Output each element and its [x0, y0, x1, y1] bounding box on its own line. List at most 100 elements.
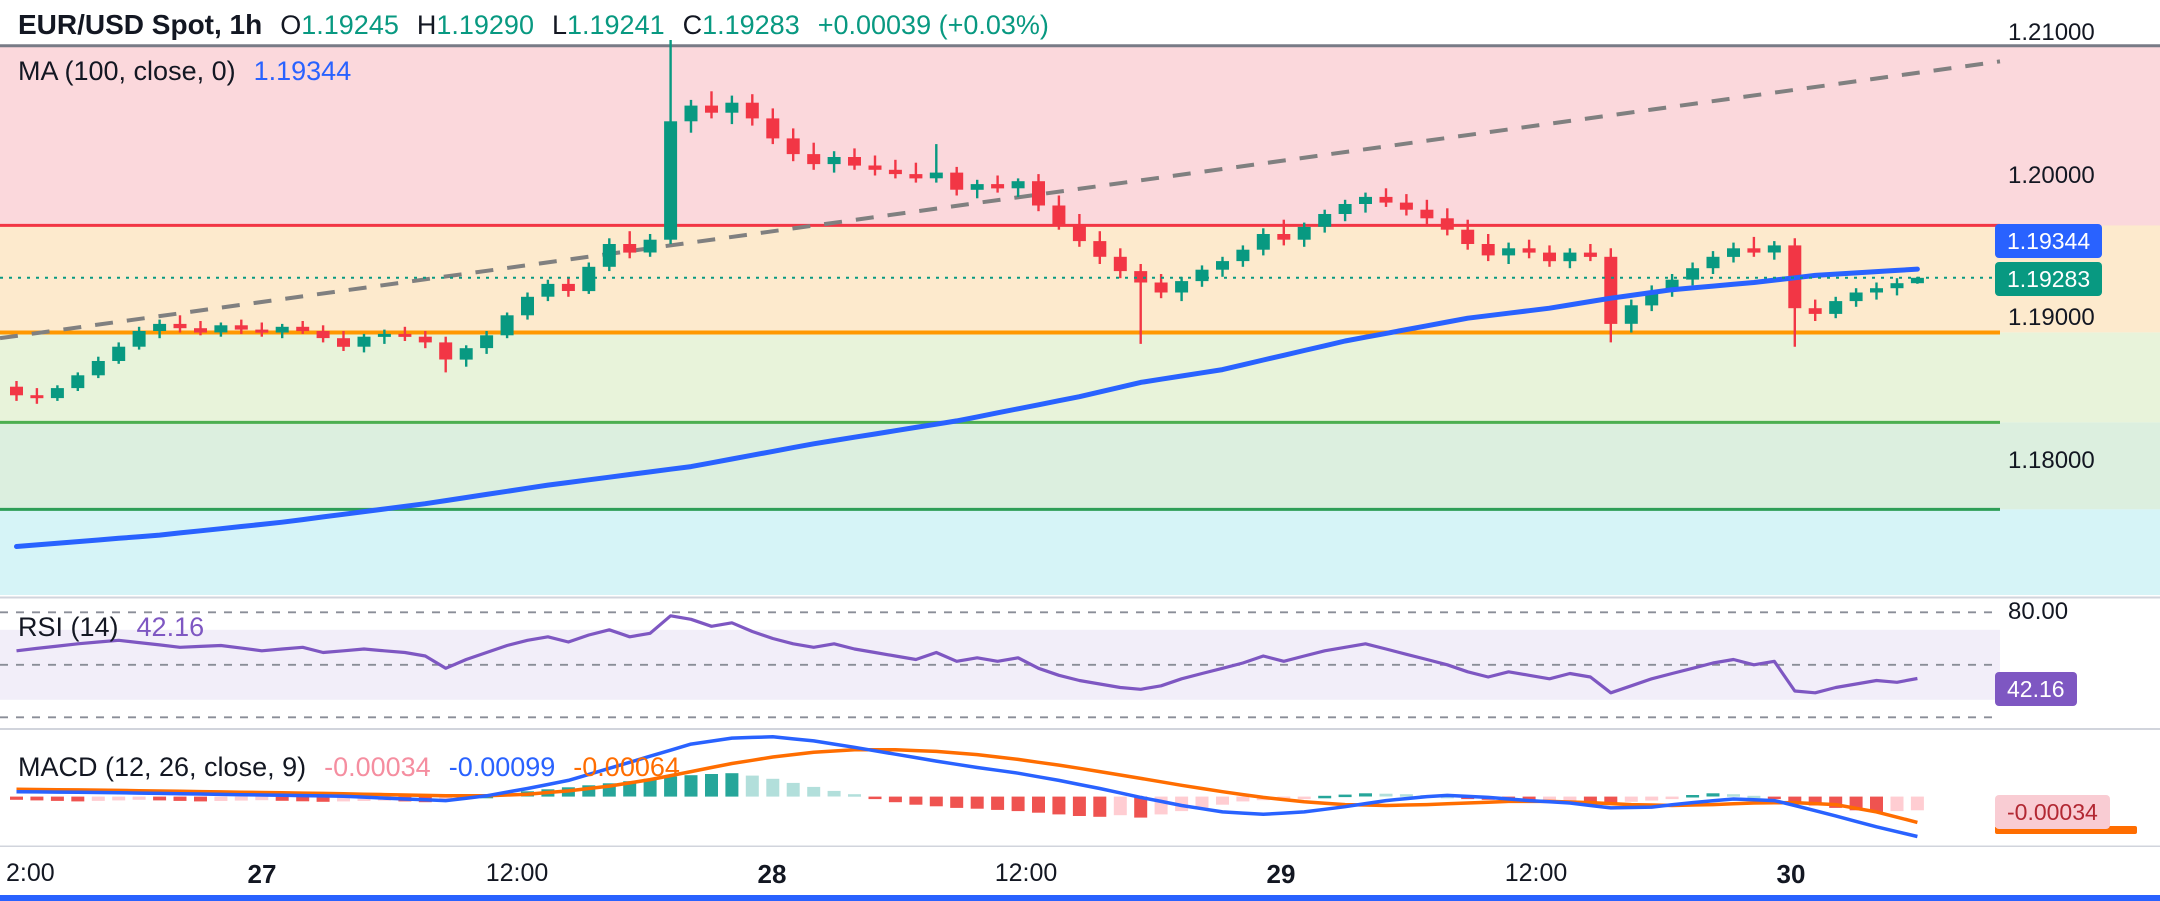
rsi-level-label: 80.00 [2008, 598, 2069, 625]
macd-value-badge: -0.00034 [1995, 795, 2110, 829]
macd-hist-bar [1665, 796, 1679, 800]
macd-hist-bar [868, 796, 882, 800]
candle-down [1440, 218, 1454, 230]
ohlc-close: C 1.19283 [683, 8, 800, 42]
macd-legend-label: MACD (12, 26, close, 9) [18, 752, 307, 782]
candle-down [234, 325, 248, 330]
macd-hist-bar [439, 796, 453, 801]
candle-up [214, 325, 228, 333]
open-label: O [280, 10, 302, 40]
macd-hist-bar [705, 774, 718, 797]
candle-down [1032, 181, 1045, 206]
macd-hist-bar [745, 775, 759, 797]
candle-down [1072, 224, 1086, 242]
macd-hist-bar [1011, 796, 1025, 812]
macd-hist-bar [1808, 796, 1822, 806]
price-axis[interactable] [2000, 0, 2160, 845]
price-label-120: 1.20000 [2008, 162, 2095, 189]
candle-down [848, 157, 861, 166]
candle-down [1420, 209, 1434, 219]
candle-down [705, 105, 718, 113]
candle-up [1910, 277, 1924, 284]
macd-hist-bar [1706, 793, 1720, 797]
macd-hist-bar [275, 796, 289, 801]
macd-hist-bar [296, 796, 310, 802]
close-label: C [682, 10, 703, 40]
candle-down [561, 283, 575, 291]
time-label-1200-b: 12:00 [994, 859, 1058, 887]
macd-hist-bar [153, 796, 167, 801]
rsi-value-badge: 42.16 [1995, 672, 2077, 706]
main-legend: EUR/USD Spot, 1h O 1.19245 H 1.19290 L 1.19… [18, 8, 1049, 42]
candle-up [1359, 196, 1372, 204]
time-axis[interactable]: 2:00 27 12:00 28 12:00 29 12:00 30 [0, 847, 2160, 895]
candle-down [991, 184, 1005, 189]
macd-hist-bar [1747, 795, 1761, 799]
macd-hist-bar [71, 796, 85, 802]
symbol-title[interactable]: EUR/USD Spot, 1h [18, 9, 263, 40]
candle-down [316, 331, 330, 339]
macd-hist-bar [1113, 796, 1127, 816]
candle-down [807, 154, 821, 165]
macd-hist-bar [194, 796, 207, 802]
macd-hist-bar [1788, 796, 1802, 804]
macd-hist-bar [786, 782, 800, 797]
macd-main-line[interactable] [16, 735, 1918, 839]
candle-down [1134, 271, 1148, 283]
level-lines[interactable] [0, 44, 2160, 511]
high-value: 1.19290 [436, 10, 534, 40]
macd-hist-bar [1870, 796, 1883, 812]
price-label-121: 1.21000 [2008, 19, 2095, 46]
candle-down [745, 102, 759, 119]
zone-band [0, 332, 2160, 423]
macd-hist-bar [991, 796, 1005, 810]
zone-band [0, 45, 2160, 226]
candle-up [50, 388, 64, 399]
macd-hist-bar [1543, 796, 1556, 801]
macd-hist-bar [1359, 793, 1372, 797]
candle-down [1543, 252, 1556, 262]
macd-hist-bar [725, 773, 739, 797]
close-value: 1.19283 [702, 10, 800, 40]
candle-down [909, 174, 923, 179]
macd-hist-bar [582, 785, 596, 797]
macd-hist-bar [1297, 796, 1311, 800]
dashed-trendline [0, 59, 2001, 341]
candle-down [296, 326, 310, 332]
candle-down [194, 328, 207, 333]
macd-legend[interactable]: MACD (12, 26, close, 9) -0.00034 -0.0009… [18, 750, 680, 784]
ma-legend[interactable]: MA (100, close, 0) 1.19344 [18, 54, 351, 88]
macd-hist-bar [1134, 796, 1148, 818]
candle-up [91, 361, 105, 376]
candle-up [132, 331, 146, 347]
candle-up [1338, 204, 1352, 214]
macd-hist-bar [91, 796, 105, 801]
pane-separators[interactable] [0, 596, 2160, 848]
candle-up [1175, 281, 1189, 293]
candle-down [30, 395, 44, 399]
macd-hist-bar [1338, 794, 1352, 798]
macd-hist-bar [807, 786, 821, 797]
ma100-line[interactable] [14, 266, 1920, 549]
macd-hist-bar [1032, 796, 1045, 813]
rsi-legend[interactable]: RSI (14) 42.16 [18, 610, 204, 644]
candle-up [1767, 245, 1781, 253]
macd-hist-bar [1604, 796, 1618, 804]
candle-down [868, 165, 882, 170]
candle-up [1706, 256, 1720, 269]
macd-hist-bar [50, 796, 64, 801]
macd-hist-bar [1236, 796, 1250, 802]
candle-up [1256, 234, 1270, 250]
macd-hist-bar [1195, 796, 1209, 808]
time-label-1200-c: 12:00 [1504, 859, 1568, 887]
candle-up [480, 335, 494, 349]
macd-hist-bar [255, 796, 269, 801]
macd-signal-line[interactable] [16, 748, 1918, 825]
macd-hist-value: -0.00034 [324, 752, 431, 782]
trendline[interactable] [0, 59, 2001, 341]
macd-hist-bar [10, 796, 23, 800]
rsi-line[interactable] [16, 614, 1918, 695]
candle-down [1154, 282, 1168, 293]
candle-up [521, 296, 534, 316]
